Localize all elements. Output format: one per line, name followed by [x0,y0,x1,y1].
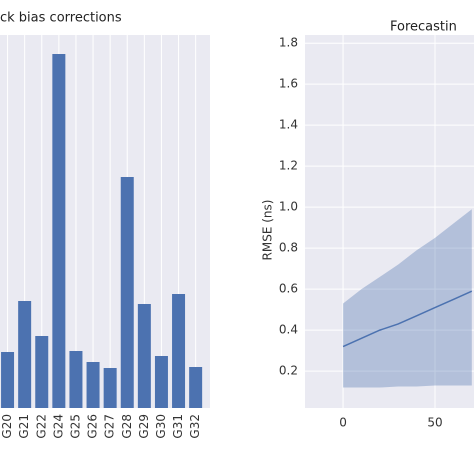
x-tick-label: G30 [154,414,168,439]
bar [1,352,15,408]
x-tick-label: G32 [188,414,202,439]
bar [154,356,168,408]
y-tick-label: 1.8 [279,36,298,50]
bar [52,54,66,408]
y-tick-label: 1.4 [279,118,298,132]
x-tick-label: G21 [17,414,31,439]
x-tick-label: G27 [103,414,117,439]
bar [18,301,32,408]
y-tick-label: 0.6 [279,282,298,296]
y-tick-label: 1.2 [279,159,298,173]
x-tick-label: G25 [68,414,82,439]
bar [86,362,100,408]
chart-title: ck bias corrections [0,11,122,26]
x-tick-label: 0 [339,416,347,430]
bar [103,368,117,408]
confidence-band [343,209,472,388]
plot-area [305,35,474,408]
bar [35,336,49,408]
x-tick-label: 50 [427,416,442,430]
x-tick-label: G24 [51,414,65,439]
bar [172,294,186,408]
x-tick-label: G29 [137,414,151,439]
bar [137,304,151,408]
x-tick-label: G20 [0,414,14,439]
y-tick-label: 0.8 [279,241,298,255]
bar [189,367,203,408]
x-tick-label: G22 [34,414,48,439]
y-tick-label: 0.4 [279,323,298,337]
x-tick-label: G28 [120,414,134,439]
y-tick-label: 1.0 [279,200,298,214]
line [342,290,473,348]
x-tick-label: G31 [171,414,185,439]
x-tick-label: G26 [86,414,100,439]
y-tick-label: 0.2 [279,364,298,378]
y-tick-label: 1.6 [279,77,298,91]
bar [69,351,83,408]
bar [120,177,134,408]
chart-title: Forecastin [390,20,457,35]
y-axis-label: RMSE (ns) [261,200,275,261]
